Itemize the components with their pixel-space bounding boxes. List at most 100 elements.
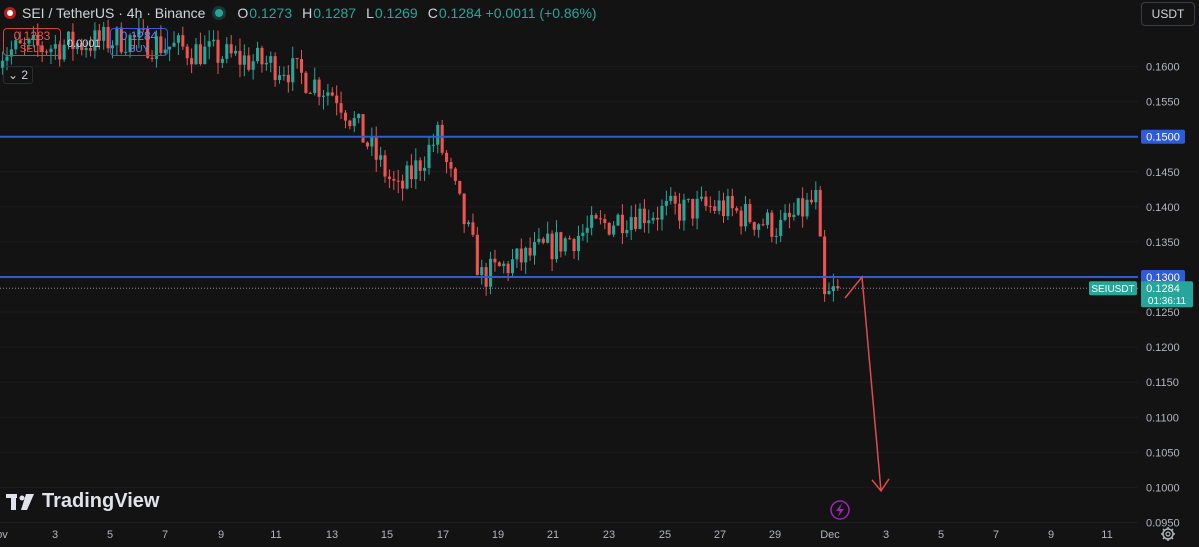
price-tick-label: 0.1150 xyxy=(1146,377,1179,389)
candle-body xyxy=(546,233,550,243)
candle-body xyxy=(475,234,479,276)
candle-body xyxy=(699,196,704,199)
candle-body xyxy=(462,193,466,225)
candle-body xyxy=(269,56,273,63)
candle-body xyxy=(392,178,396,181)
candle-body xyxy=(58,44,62,60)
ohlc-close-value: 0.1284 +0.0011 (+0.86%) xyxy=(438,5,597,21)
time-tick-label: 27 xyxy=(714,529,726,541)
candle-body xyxy=(36,34,40,46)
candle-body xyxy=(53,44,57,49)
countdown-label: 01:36:11 xyxy=(1148,296,1187,307)
candle-body xyxy=(585,227,589,233)
grid xyxy=(0,66,1138,523)
time-tick-label: 11 xyxy=(270,529,281,541)
candle-body xyxy=(348,120,352,127)
candle-body xyxy=(414,160,418,180)
candle-body xyxy=(176,35,180,43)
candle-body xyxy=(809,199,813,203)
chevron-down-icon: ⌄ xyxy=(7,68,19,82)
candle-body xyxy=(467,222,471,225)
time-tick-label: 25 xyxy=(659,529,671,541)
candle-body xyxy=(642,208,646,224)
candle-body xyxy=(814,189,818,203)
projection-path[interactable] xyxy=(844,275,882,491)
candle-body xyxy=(18,40,22,44)
ohlc-high-key: H xyxy=(302,5,313,21)
alert-icon[interactable] xyxy=(830,500,850,520)
buy-button[interactable]: 0.1284 BUY xyxy=(110,28,168,56)
ohlc-low-key: L xyxy=(366,5,374,21)
time-tick-label: ov xyxy=(0,529,8,541)
ohlc-close-key: C xyxy=(427,5,438,21)
candle-body xyxy=(805,199,809,217)
candle-body xyxy=(823,236,827,295)
candle-body xyxy=(708,205,712,207)
candle-body xyxy=(396,180,400,182)
horizontal-levels[interactable] xyxy=(0,135,1138,278)
projection-arrow[interactable] xyxy=(844,275,890,493)
candle-body xyxy=(251,61,255,70)
candle-body xyxy=(559,232,563,252)
candle-body xyxy=(554,232,559,260)
last-price-label: 0.1284 xyxy=(1146,283,1180,295)
symbol-title[interactable]: SEI / TetherUS · 4h · Binance xyxy=(22,5,206,21)
market-open-status-icon xyxy=(215,9,224,17)
candle-body xyxy=(682,199,686,221)
candle-body xyxy=(704,196,708,206)
candle-body xyxy=(273,56,277,80)
candle-body xyxy=(739,210,743,227)
candle-body xyxy=(625,229,629,234)
price-tick-label: 0.1600 xyxy=(1146,62,1180,74)
candle-body xyxy=(502,263,506,267)
candle-body xyxy=(71,31,75,50)
level-tag-label: 0.1300 xyxy=(1146,272,1180,284)
candle-body xyxy=(80,43,84,51)
candle-body xyxy=(783,212,787,220)
candle-body xyxy=(150,57,154,59)
candle-body xyxy=(75,43,79,50)
candle-body xyxy=(220,58,224,63)
price-tick-label: 0.1100 xyxy=(1146,412,1179,424)
candle-body xyxy=(717,200,721,211)
candle-body xyxy=(480,267,484,276)
time-axis[interactable]: ov 3 5 7 9 11 13 15 17 19 21 23 25 27 29 Dec 3 5 7 9 11 xyxy=(0,529,1113,541)
candle-body xyxy=(572,239,576,252)
price-tick-label: 0.1350 xyxy=(1146,237,1180,249)
indicators-toggle-button[interactable]: ⌄ 2 xyxy=(3,66,33,84)
candle-body xyxy=(436,124,440,145)
candle-body xyxy=(190,58,194,65)
candle-body xyxy=(97,30,101,41)
candle-body xyxy=(634,216,638,229)
spread-value: 0.0001 xyxy=(67,38,101,50)
level-tag xyxy=(1141,129,1185,144)
time-tick-label: 15 xyxy=(381,529,393,541)
price-tick-label: 0.1050 xyxy=(1146,447,1180,459)
currency-select[interactable]: USDT xyxy=(1141,2,1195,26)
candle-series xyxy=(1,17,840,302)
candle-body xyxy=(669,195,673,201)
sell-button[interactable]: 0.1283 SELL xyxy=(3,28,61,56)
candle-body xyxy=(247,55,251,70)
candle-body xyxy=(779,219,783,236)
tradingview-logo[interactable]: TradingView xyxy=(6,490,159,513)
price-tick-label: 0.1000 xyxy=(1146,482,1180,494)
candle-body xyxy=(550,233,554,260)
candle-body xyxy=(620,214,624,234)
candle-body xyxy=(317,79,321,97)
candle-body xyxy=(673,195,677,204)
settings-gear-icon[interactable] xyxy=(1161,527,1175,541)
candle-body xyxy=(304,72,308,93)
candle-body xyxy=(313,79,317,93)
candle-body xyxy=(431,144,435,146)
candle-body xyxy=(458,180,462,194)
candle-body xyxy=(836,286,840,289)
time-tick-label: 23 xyxy=(603,529,615,541)
arrow-head xyxy=(871,478,890,493)
ohlc-high-value: 0.1287 xyxy=(313,5,357,21)
candle-body xyxy=(234,50,238,54)
time-tick-label: 13 xyxy=(326,529,338,541)
time-tick-label: 3 xyxy=(52,529,58,541)
